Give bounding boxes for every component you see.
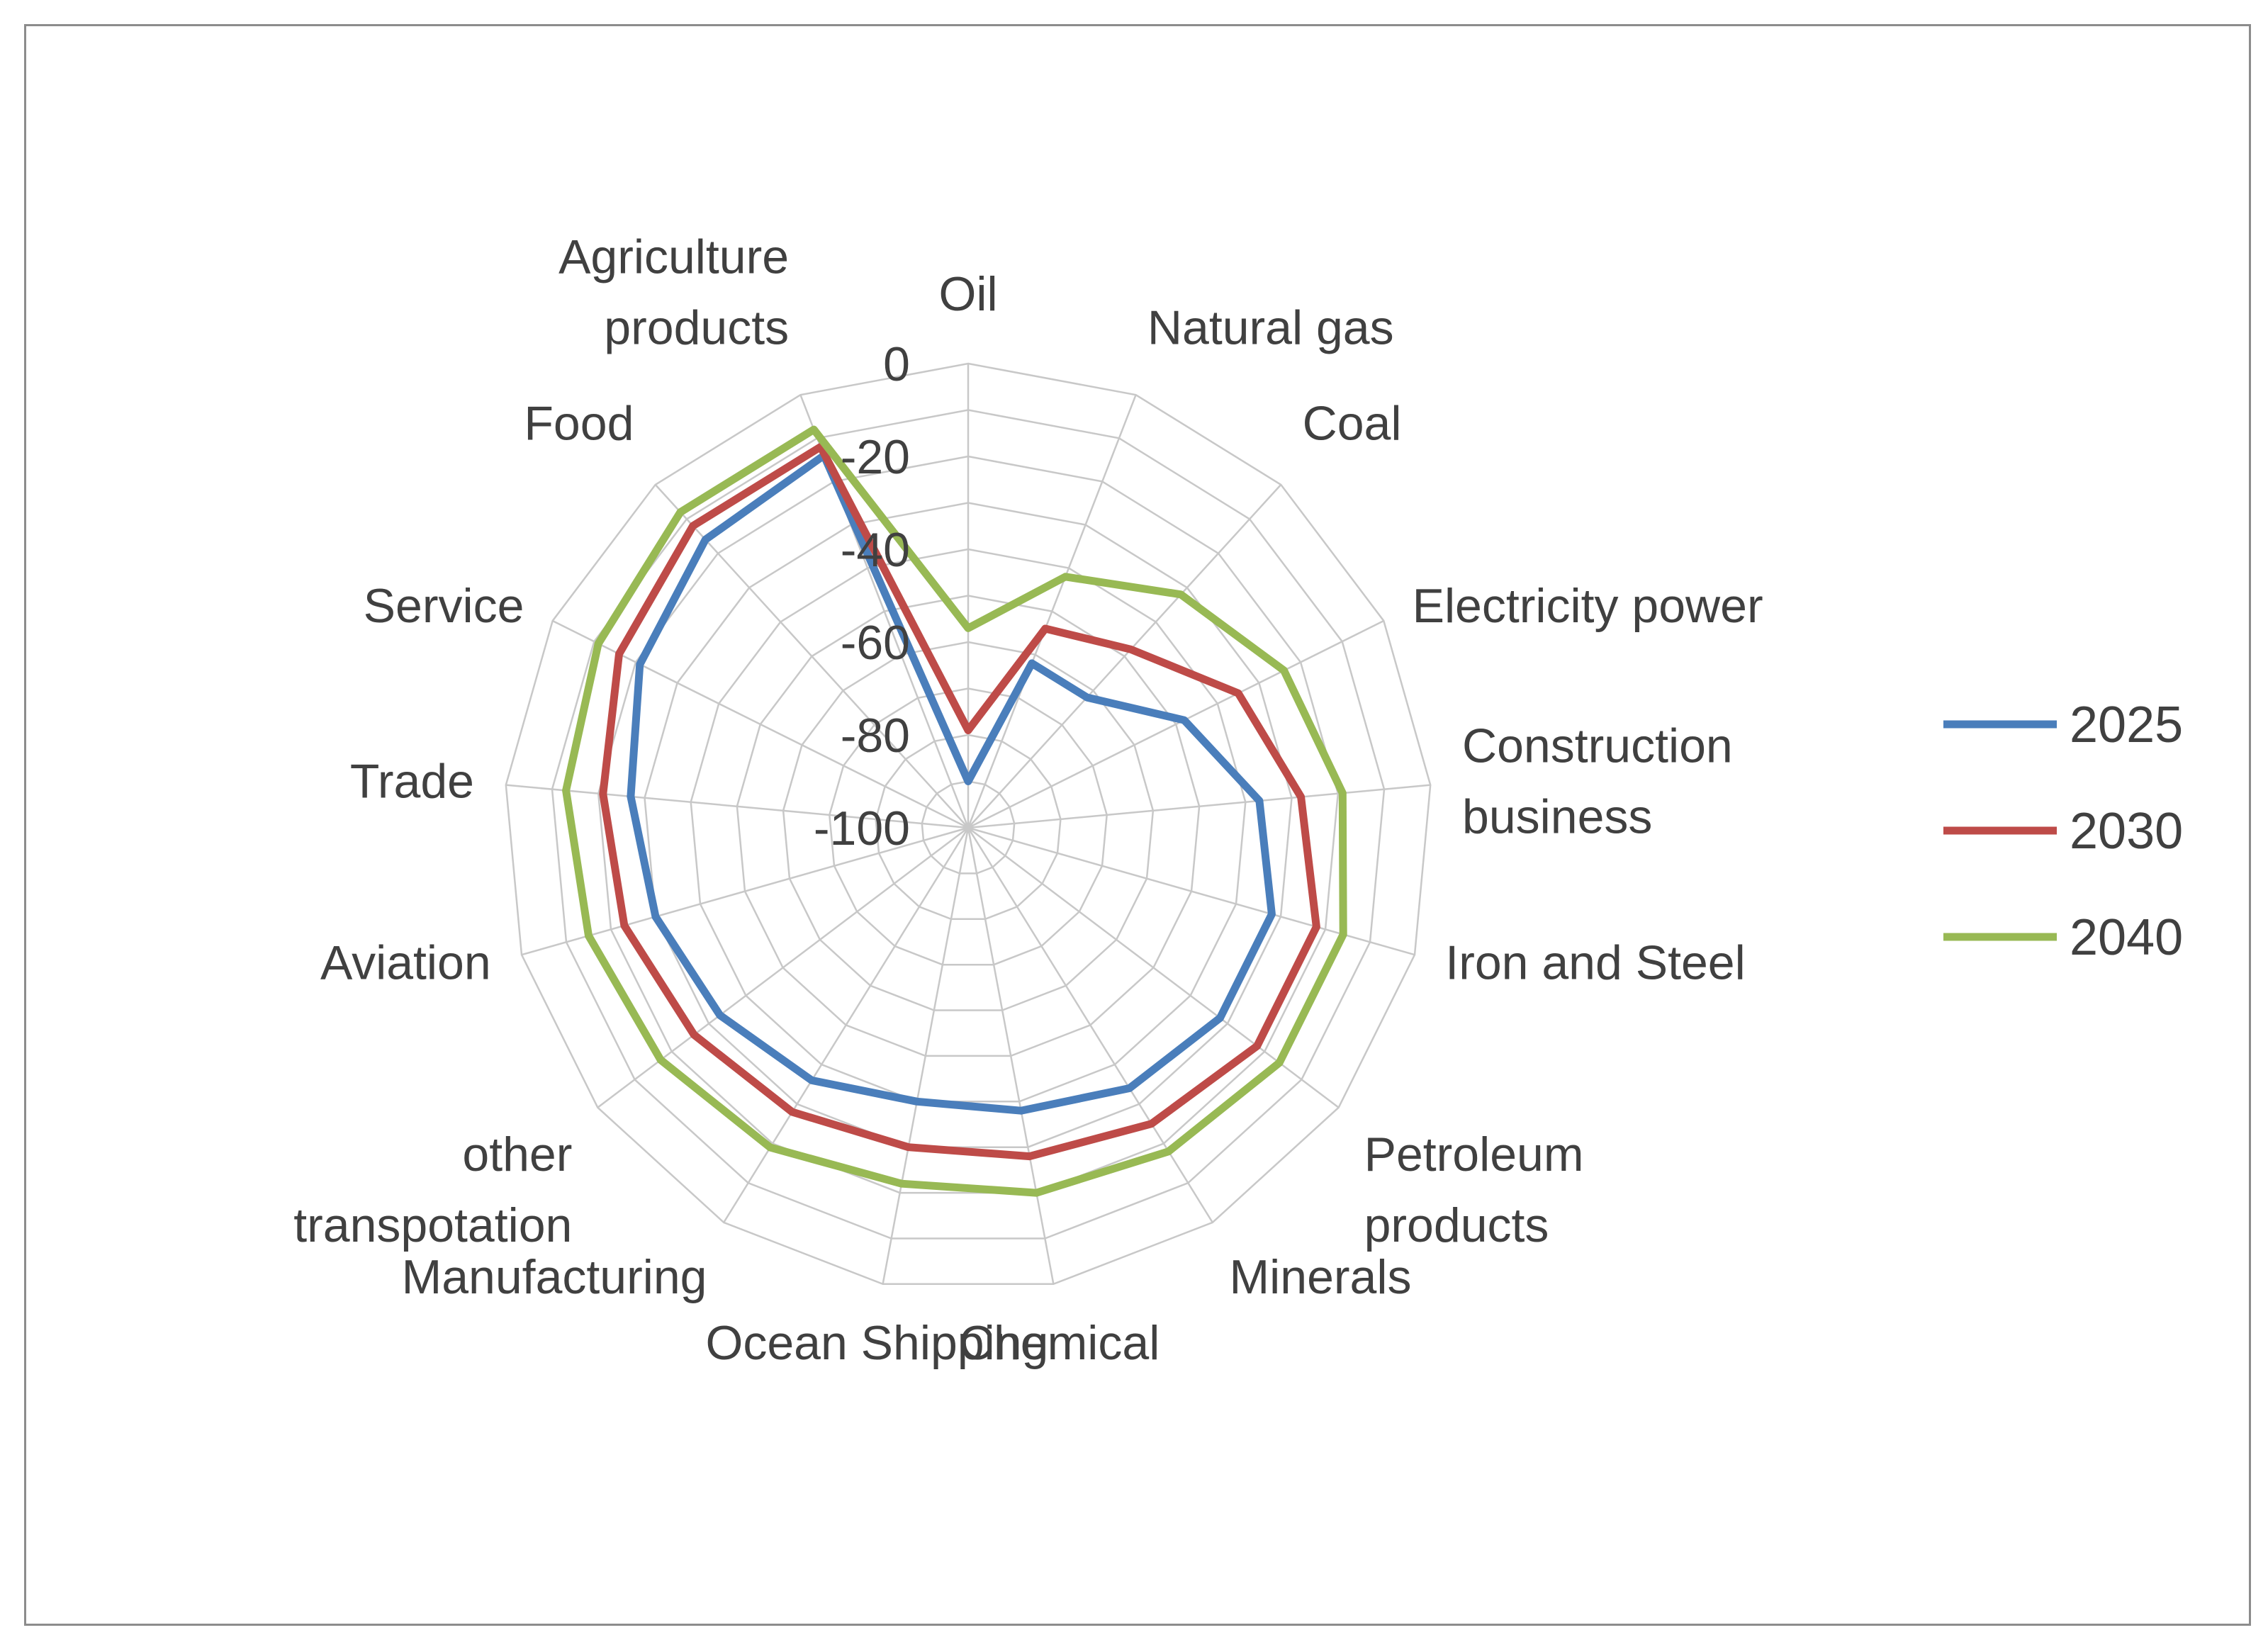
legend-label-2030: 2030 (2070, 803, 2183, 860)
category-label: Construction business (1462, 719, 1733, 843)
grid-spoke (967, 827, 1213, 1223)
category-label: Service (364, 579, 524, 633)
radar-grid (505, 362, 1432, 1286)
category-label: Ocean Shipping (705, 1316, 1048, 1370)
grid-ring (921, 780, 1016, 875)
category-label: other transpotation (293, 1128, 572, 1252)
series-2025-line (627, 451, 1276, 1115)
category-labels: Oil Natural gas Coal Electricity power Const… (293, 230, 1763, 1370)
radial-tick-labels: 0 -20 -40 -60 -80 -100 (814, 337, 910, 855)
r-tick-label: -80 (841, 709, 910, 763)
grid-spoke (967, 484, 1282, 828)
category-label: Aviation (320, 936, 491, 990)
chart-frame (24, 24, 2251, 1626)
grid-spoke (505, 784, 969, 829)
series-2040-line (562, 425, 1347, 1197)
grid-ring (644, 502, 1293, 1148)
grid-spoke (967, 784, 1431, 829)
category-label: Food (524, 397, 634, 451)
grid-spoke (882, 827, 970, 1285)
r-tick-label: -40 (841, 523, 910, 577)
category-label: Oil (938, 267, 997, 321)
r-tick-label: 0 (883, 337, 910, 391)
grid-ring (875, 734, 1062, 921)
category-label: Petroleum products (1364, 1128, 1584, 1252)
grid-spoke (521, 826, 969, 956)
grid-spoke (967, 619, 1384, 829)
grid-ring (829, 687, 1108, 966)
category-label: Minerals (1230, 1250, 1412, 1304)
grid-spoke (967, 827, 1055, 1285)
grid-spoke (967, 394, 1137, 828)
category-label: Natural gas (1147, 300, 1394, 354)
r-tick-label: -20 (841, 430, 910, 484)
grid-ring (690, 548, 1247, 1103)
category-label: Trade (350, 754, 474, 808)
legend: 2025 2030 2040 (1943, 697, 2183, 966)
category-label: Iron and Steel (1445, 936, 1745, 990)
category-label: Coal (1303, 397, 1402, 451)
grid-ring (505, 362, 1432, 1286)
legend-label-2025: 2025 (2070, 697, 2183, 753)
grid-spoke (654, 484, 969, 828)
series-2030-line (599, 443, 1320, 1161)
legend-label-2040: 2040 (2070, 909, 2183, 966)
category-label: Chemical (959, 1316, 1160, 1370)
grid-ring (782, 641, 1155, 1011)
category-label: Electricity power (1413, 579, 1763, 633)
r-tick-label: -60 (841, 616, 910, 670)
r-tick-label: -100 (814, 802, 910, 855)
category-label: Manufacturing (402, 1250, 707, 1304)
radar-series (562, 425, 1347, 1197)
grid-spoke (723, 827, 970, 1223)
category-label: Agriculture products (558, 230, 789, 354)
